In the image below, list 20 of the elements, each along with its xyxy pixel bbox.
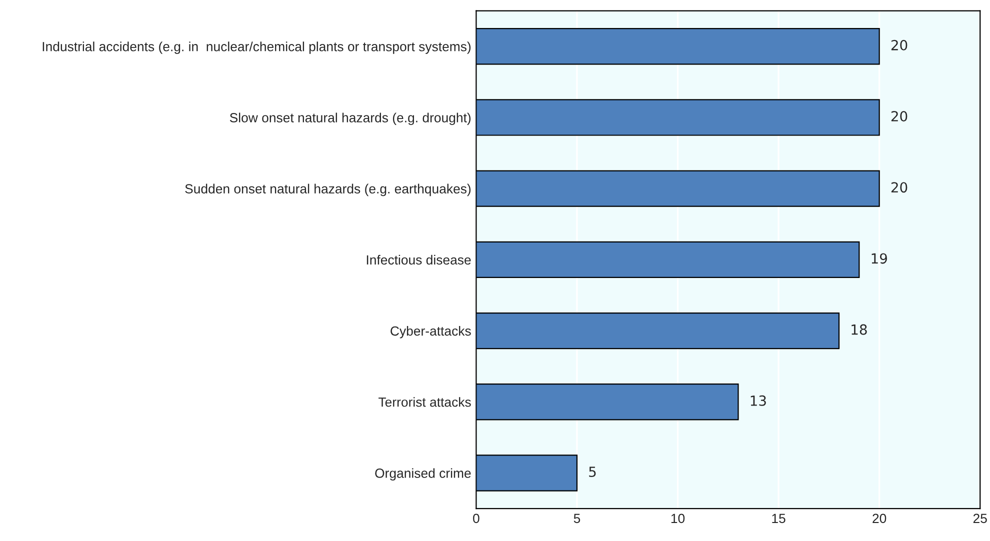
x-tick-label: 10 (671, 514, 685, 524)
data-label: 20 (891, 40, 908, 50)
y-tick-label: Infectious disease (366, 254, 471, 265)
data-label: 20 (891, 111, 908, 122)
y-tick-label: Slow onset natural hazards (e.g. drought) (230, 112, 471, 125)
data-label: 13 (750, 395, 766, 406)
x-tick-label: 0 (473, 514, 480, 524)
data-label: 19 (872, 253, 887, 264)
y-tick-label: Terrorist attacks (378, 397, 471, 407)
y-tick-label: Organised crime (375, 468, 471, 481)
data-label: 5 (589, 466, 596, 478)
data-label: 20 (891, 182, 908, 193)
y-tick-label: Cyber-attacks (390, 326, 471, 338)
x-tick-label: 20 (872, 514, 886, 524)
x-tick-label: 15 (772, 514, 786, 524)
y-tick-label: Sudden onset natural hazards (e.g. earthquakes) (185, 184, 471, 196)
x-tick-label: 25 (973, 514, 987, 524)
x-tick-label: 5 (574, 514, 580, 524)
y-tick-label: Industrial accidents (e.g. in nuclear/chemical plants or transport systems) (42, 42, 471, 54)
data-label: 18 (852, 324, 867, 335)
